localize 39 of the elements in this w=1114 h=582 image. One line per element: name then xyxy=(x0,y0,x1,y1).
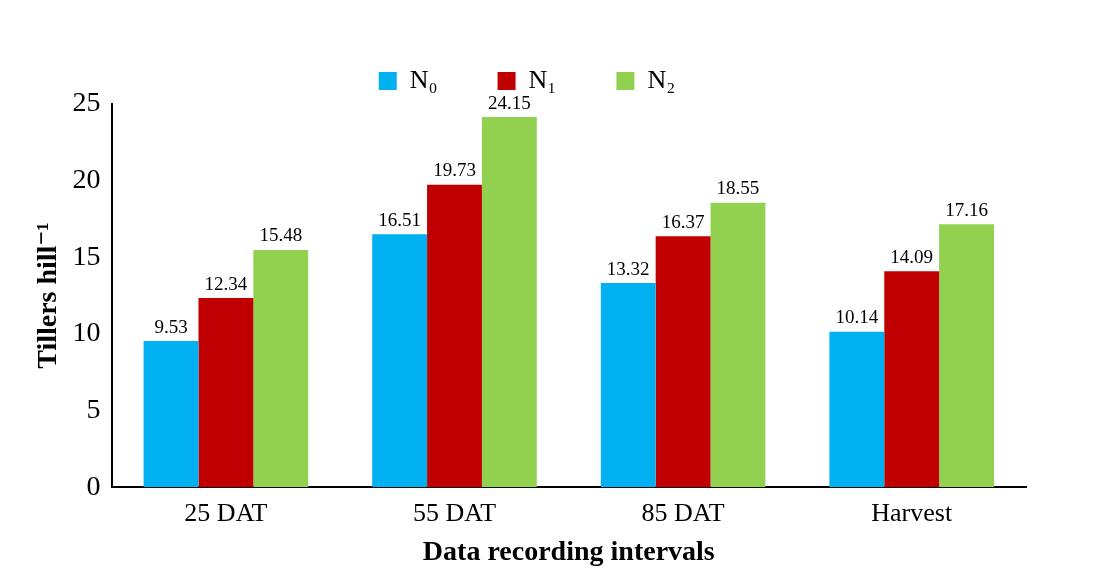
y-tick-label: 20 xyxy=(72,163,101,194)
x-tick-label: 25 DAT xyxy=(184,497,268,527)
data-label: 12.34 xyxy=(204,272,248,294)
data-label: 15.48 xyxy=(259,224,303,246)
x-tick-label: 85 DAT xyxy=(641,497,725,527)
data-label: 9.53 xyxy=(154,315,188,337)
data-label: 16.51 xyxy=(378,208,422,230)
y-tick-label: 5 xyxy=(86,392,101,424)
bar xyxy=(829,331,885,488)
data-label: 18.55 xyxy=(716,177,760,199)
bar xyxy=(655,236,711,488)
data-label: 14.09 xyxy=(890,245,934,267)
x-axis-title: Data recording intervals xyxy=(422,535,715,567)
data-label: 19.73 xyxy=(433,159,476,181)
bar xyxy=(427,184,482,488)
bar xyxy=(198,298,254,488)
bar xyxy=(884,271,940,488)
legend-label: N₀ xyxy=(409,64,438,94)
bar xyxy=(253,249,309,488)
bar xyxy=(710,202,766,488)
bar xyxy=(939,224,994,488)
data-label: 10.14 xyxy=(835,306,879,328)
data-label: 24.15 xyxy=(487,91,531,113)
legend-label: N₂ xyxy=(647,64,676,94)
x-tick-label: 55 DAT xyxy=(412,497,497,527)
bar xyxy=(600,283,656,488)
x-tick-label: Harvest xyxy=(871,497,953,527)
y-tick-label: 25 xyxy=(72,86,101,118)
y-tick-label: 0 xyxy=(86,469,101,501)
bar xyxy=(143,341,199,488)
y-axis-title: Tillers hill⁻¹ xyxy=(31,222,63,369)
data-label: 16.37 xyxy=(661,210,705,232)
data-label: 13.32 xyxy=(606,257,650,279)
y-tick-label: 10 xyxy=(72,316,101,348)
legend-label: N₁ xyxy=(528,64,557,94)
bar xyxy=(372,234,428,488)
data-label: 17.16 xyxy=(945,198,988,220)
y-tick-label: 15 xyxy=(72,239,101,271)
bar xyxy=(481,117,537,488)
